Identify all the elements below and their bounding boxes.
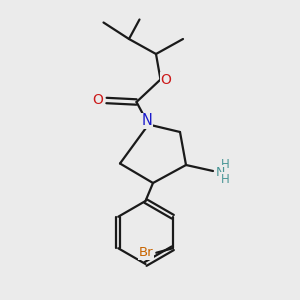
Text: O: O [160,73,171,86]
Text: N: N [142,113,152,128]
Text: H: H [220,158,229,172]
Text: Br: Br [139,246,153,259]
Text: O: O [93,94,104,107]
Text: N: N [216,166,225,179]
Text: H: H [220,173,229,186]
